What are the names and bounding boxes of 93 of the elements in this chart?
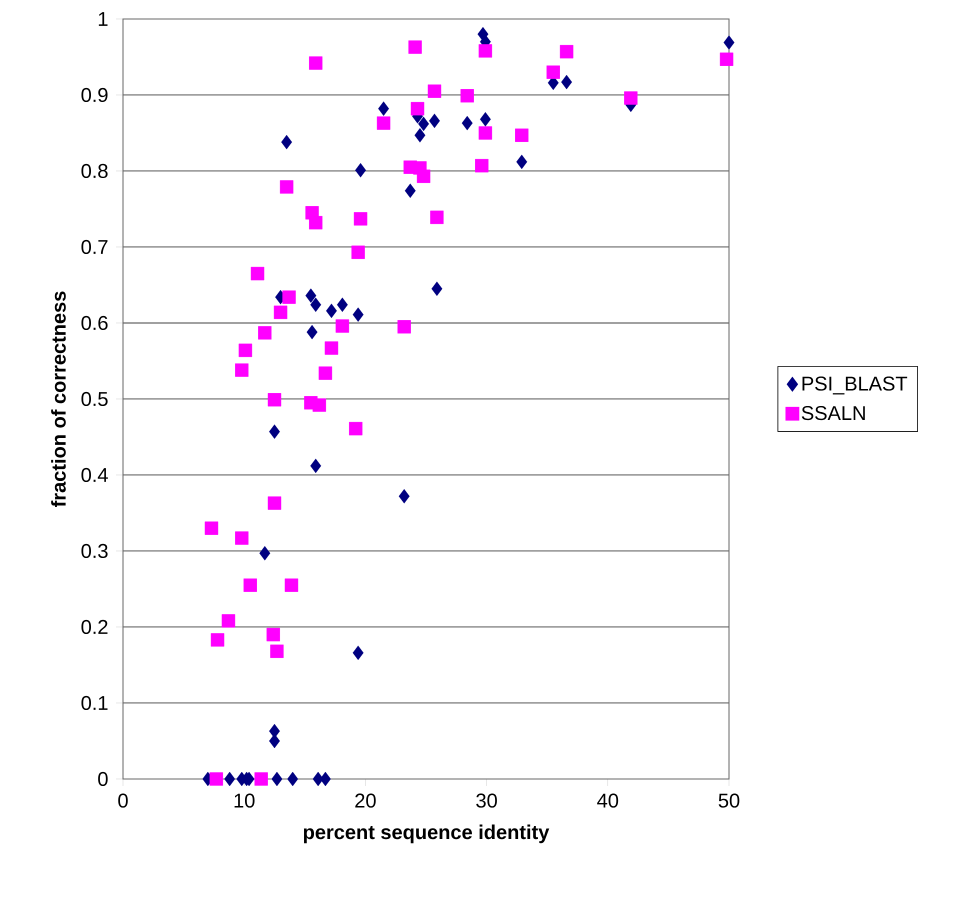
y-tick-label: 0.7 (81, 240, 108, 254)
point (428, 84, 442, 98)
point (336, 319, 350, 333)
point (309, 216, 322, 230)
point (326, 304, 337, 318)
x-tick-label: 40 (597, 794, 618, 808)
point (546, 65, 560, 79)
point (305, 288, 316, 303)
point (254, 772, 268, 786)
x-tick-label: 50 (718, 794, 740, 808)
x-tick-label: 10 (234, 794, 255, 808)
y-tick-label: 0.8 (81, 164, 108, 178)
point (284, 578, 298, 592)
point (281, 134, 292, 150)
point (318, 366, 332, 380)
point (352, 646, 364, 660)
point (410, 102, 424, 116)
y-tick-label: 0.2 (81, 620, 108, 634)
point (259, 546, 270, 560)
point (268, 496, 282, 510)
point (378, 101, 390, 116)
point (724, 35, 734, 50)
point (462, 116, 473, 130)
point (354, 212, 368, 226)
point (416, 170, 430, 184)
point (478, 44, 492, 58)
point (404, 184, 416, 198)
y-tick-label: 0.6 (81, 316, 108, 330)
y-tick-label: 0.1 (81, 696, 108, 710)
point (282, 290, 296, 304)
point (414, 128, 426, 142)
point (320, 772, 331, 786)
point (516, 154, 528, 170)
y-axis-title: fraction of correctness (51, 291, 66, 508)
point (398, 489, 410, 504)
point (460, 89, 474, 102)
point (269, 424, 280, 439)
point (475, 158, 488, 172)
point (210, 772, 224, 786)
point (478, 126, 492, 140)
y-tick-label: 0 (98, 772, 108, 786)
point (376, 116, 390, 130)
point (624, 91, 638, 105)
point (271, 772, 282, 786)
point (324, 341, 338, 355)
point (268, 393, 282, 406)
point (258, 326, 272, 340)
point (270, 644, 284, 658)
x-axis-title: percent sequence identity (304, 824, 550, 844)
point (430, 210, 444, 224)
y-tick-label: 1 (98, 12, 108, 26)
y-tick-label: 0.9 (81, 88, 108, 102)
x-tick-label: 30 (476, 794, 497, 808)
point (429, 114, 440, 128)
x-tick-label: 0 (118, 794, 128, 808)
point (397, 320, 411, 334)
point (560, 44, 574, 58)
point (244, 578, 257, 592)
point (204, 521, 218, 535)
point (720, 52, 734, 66)
y-tick-label: 0.3 (81, 544, 108, 558)
point (418, 116, 430, 132)
point (306, 324, 318, 340)
point (310, 298, 322, 312)
legend-label: SSALN (802, 406, 865, 420)
point (287, 772, 298, 786)
point (312, 398, 326, 412)
point (515, 128, 528, 142)
point (431, 282, 442, 296)
point (480, 112, 491, 127)
point (224, 772, 236, 786)
point (274, 306, 288, 320)
point (250, 266, 264, 280)
point (210, 633, 224, 647)
point (235, 363, 248, 377)
point (349, 422, 362, 436)
point (238, 344, 252, 358)
point (355, 163, 366, 178)
point (309, 56, 322, 70)
x-tick-label: 20 (355, 794, 376, 808)
y-tick-label: 0.5 (81, 392, 108, 406)
point (408, 40, 422, 54)
point (561, 74, 572, 90)
point (310, 458, 322, 474)
y-tick-label: 0.4 (81, 468, 108, 482)
legend-label: PSI_BLAST (802, 376, 908, 394)
point (352, 307, 364, 322)
point (235, 531, 248, 545)
point (280, 180, 294, 194)
point (222, 614, 236, 628)
point (266, 628, 280, 642)
point (351, 246, 365, 260)
point (336, 298, 348, 312)
